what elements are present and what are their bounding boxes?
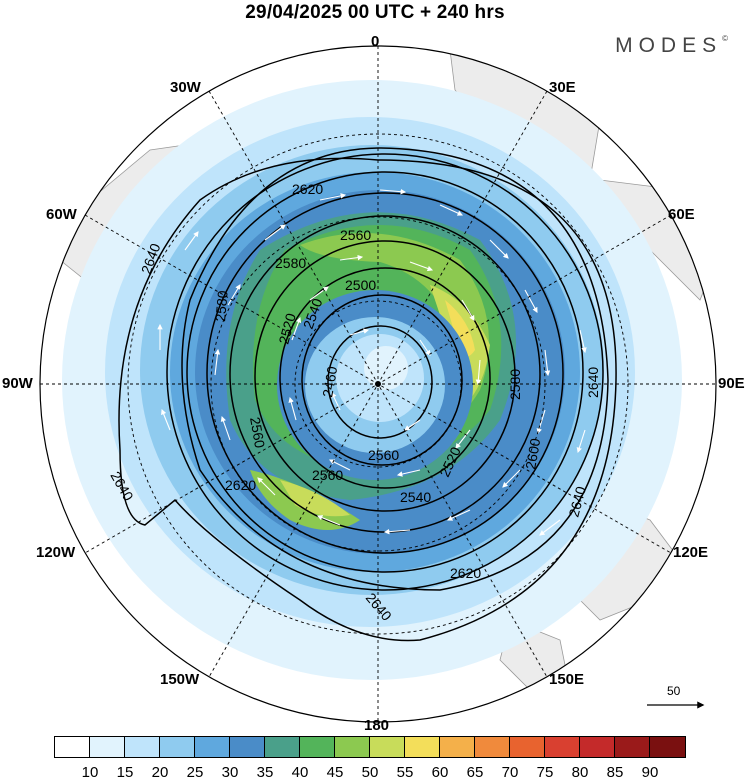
lon-label-30w: 30W	[170, 79, 201, 96]
lon-label-120e: 120E	[673, 544, 709, 561]
colorbar-swatch	[300, 737, 335, 757]
colorbar-swatch	[230, 737, 265, 757]
lon-label-0: 0	[371, 33, 380, 50]
colorbar-tick-label: 35	[256, 764, 274, 781]
wind-speed-shading	[62, 80, 682, 680]
brand-name: MODES	[615, 34, 723, 57]
lon-label-60e: 60E	[668, 206, 695, 223]
colorbar-ticks: 10 15 20 25 30 35 40 45 50 55 60 65 70 75 80 85 90	[0, 764, 750, 782]
colorbar-tick-label: 90	[641, 764, 659, 781]
lon-label-30e: 30E	[549, 79, 576, 96]
colorbar-swatch	[615, 737, 650, 757]
lon-label-180: 180	[364, 717, 390, 734]
lon-label-90e: 90E	[718, 375, 745, 392]
contour-label: 2620	[225, 477, 256, 493]
colorbar-swatch	[650, 737, 685, 757]
colorbar-tick-label: 75	[536, 764, 554, 781]
contour-label: 2640	[585, 367, 601, 398]
contour-label: 2600	[522, 437, 543, 471]
colorbar-swatch	[90, 737, 125, 757]
pole-marker	[375, 381, 381, 387]
colorbar-tick-label: 55	[396, 764, 414, 781]
brand-logo: MODES©	[615, 34, 728, 58]
colorbar	[54, 736, 686, 758]
colorbar-swatch	[125, 737, 160, 757]
colorbar-tick-label: 85	[606, 764, 624, 781]
contour-label: 2640	[565, 484, 589, 518]
colorbar-tick-label: 80	[571, 764, 589, 781]
colorbar-tick-label: 25	[186, 764, 204, 781]
lon-label-90w: 90W	[2, 375, 33, 392]
map-title: 29/04/2025 00 UTC + 240 hrs	[245, 2, 505, 23]
contour-label: 2620	[450, 565, 481, 581]
map-boundary	[39, 45, 717, 723]
colorbar-swatch	[510, 737, 545, 757]
wind-reference: 50	[645, 684, 705, 708]
colorbar-swatch	[405, 737, 440, 757]
contour-label: 2560	[368, 447, 399, 463]
colorbar-tick-label: 50	[361, 764, 379, 781]
contour-label: 2560	[247, 416, 268, 450]
wind-reference-value: 50	[667, 684, 681, 698]
contour-label: 2520	[275, 311, 299, 345]
colorbar-swatch	[160, 737, 195, 757]
contour-label: 2500	[345, 277, 376, 293]
colorbar-swatch	[55, 737, 90, 757]
contour-label: 2560	[312, 467, 343, 483]
contour-label: 2580	[212, 290, 231, 323]
colorbar-swatch	[580, 737, 615, 757]
lon-label-150e: 150E	[549, 671, 585, 688]
contour-label: 2580	[507, 369, 523, 400]
colorbar-tick-label: 20	[151, 764, 169, 781]
colorbar-swatch	[195, 737, 230, 757]
height-contours	[118, 147, 617, 642]
contour-label: 2460	[319, 365, 340, 399]
colorbar-tick-label: 10	[81, 764, 99, 781]
colorbar-tick-label: 40	[291, 764, 309, 781]
contour-label: 2560	[340, 227, 371, 243]
colorbar-swatch	[440, 737, 475, 757]
colorbar-swatch	[545, 737, 580, 757]
brand-mark: ©	[722, 34, 728, 43]
contour-label: 2620	[292, 181, 323, 197]
contour-label: 2580	[275, 255, 306, 271]
contour-label-group: 2460 2500 2520 2520 2540 2540 2560 2560 …	[107, 181, 601, 624]
lon-label-60w: 60W	[46, 206, 77, 223]
lon-label-150w: 150W	[160, 671, 200, 688]
colorbar-tick-label: 45	[326, 764, 344, 781]
colorbar-tick-label: 30	[221, 764, 239, 781]
colorbar-swatch	[335, 737, 370, 757]
colorbar-swatch	[370, 737, 405, 757]
colorbar-tick-label: 60	[431, 764, 449, 781]
colorbar-swatch	[265, 737, 300, 757]
lon-label-120w: 120W	[36, 544, 76, 561]
colorbar-tick-label: 70	[501, 764, 519, 781]
wind-vectors	[157, 188, 587, 536]
contour-label: 2540	[400, 489, 431, 505]
colorbar-tick-label: 15	[116, 764, 134, 781]
colorbar-swatch	[475, 737, 510, 757]
colorbar-tick-label: 65	[466, 764, 484, 781]
